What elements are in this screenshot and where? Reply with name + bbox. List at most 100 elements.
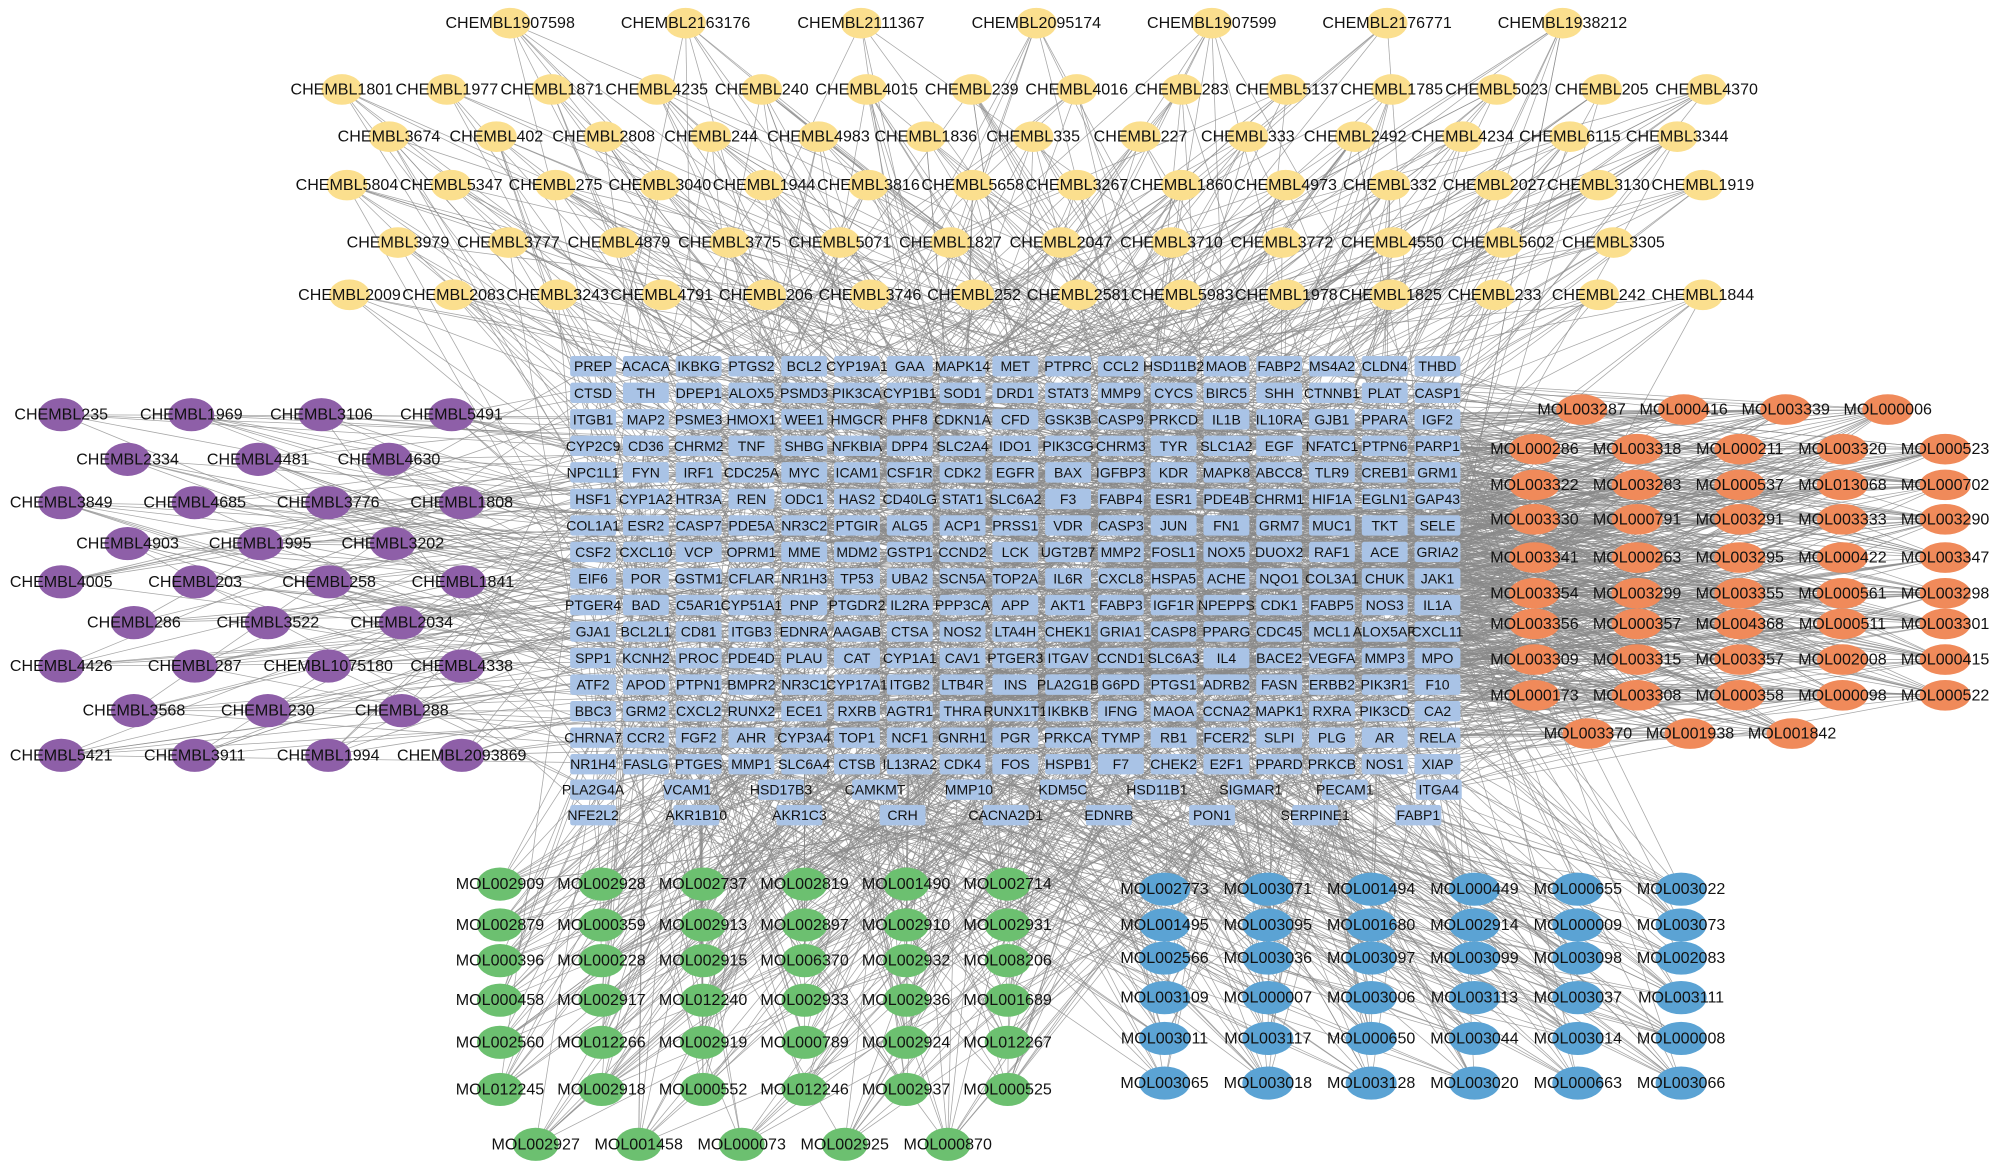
compound-node	[798, 121, 839, 152]
compound-label: MOL000009	[1534, 916, 1622, 934]
target-node	[886, 488, 933, 510]
target-label: BAX	[1054, 464, 1083, 480]
compound-node	[578, 1025, 625, 1059]
compound-label: CHEMBL5421	[10, 746, 113, 764]
edge	[592, 551, 1372, 1084]
compound-label: MOL002714	[963, 875, 1051, 893]
target-label: SLC6A2	[989, 491, 1041, 507]
compound-label: MOL003044	[1430, 1029, 1518, 1047]
target-label: IL1B	[1212, 411, 1241, 427]
target-node	[570, 568, 617, 589]
target-label: MMP9	[1101, 385, 1142, 401]
target-label: SLPI	[1264, 730, 1294, 746]
compound-label: MOL000211	[1696, 440, 1783, 458]
compound-node	[639, 169, 681, 201]
compound-label: MOL000008	[1637, 1029, 1725, 1047]
compound-node	[369, 526, 416, 561]
target-label: EDNRA	[780, 624, 830, 640]
target-label: TH	[637, 385, 656, 401]
compound-node	[438, 649, 485, 683]
compound-node	[1139, 872, 1191, 906]
target-label: UBA2	[891, 570, 928, 586]
target-node	[939, 727, 986, 748]
compound-node	[1542, 7, 1583, 39]
compound-node	[1552, 872, 1604, 906]
compound-node	[1369, 169, 1411, 201]
compound-label: CHEMBL5023	[1445, 80, 1548, 98]
edge	[803, 365, 1372, 926]
target-node	[622, 488, 669, 510]
compound-node	[512, 1127, 559, 1161]
target-label: FYN	[632, 464, 660, 480]
compound-node	[1345, 941, 1397, 975]
target-node	[886, 594, 933, 616]
target-node	[1361, 435, 1408, 457]
target-node	[1308, 754, 1355, 775]
compound-node	[477, 1025, 523, 1059]
compound-label: MOL000511	[1799, 615, 1886, 633]
compound-node	[1593, 227, 1634, 258]
compound-label: CHEMBL287	[148, 657, 242, 675]
target-label: RUNX2	[728, 703, 776, 719]
target-label: PECAM1	[1316, 782, 1374, 798]
target-label: HTR3A	[676, 491, 723, 507]
compound-node	[905, 121, 947, 152]
target-node	[1308, 727, 1355, 748]
edge	[804, 445, 1122, 1001]
compound-label: CHEMBL4481	[207, 450, 310, 468]
edge	[909, 294, 1391, 500]
target-node	[728, 700, 775, 722]
target-node	[1414, 435, 1461, 457]
target-label: NPEPPS	[1198, 597, 1255, 613]
target-node	[1414, 541, 1461, 563]
compound-node	[1919, 644, 1971, 675]
compound-node	[1476, 74, 1518, 105]
target-label: CCNA2	[1203, 703, 1251, 719]
edge	[698, 242, 1504, 420]
compound-node	[1578, 169, 1619, 201]
target-node	[570, 409, 617, 430]
compound-label: CHEMBL1994	[277, 746, 380, 764]
edge	[328, 581, 594, 816]
compound-node	[636, 74, 678, 105]
target-node	[1150, 435, 1197, 457]
target-node	[834, 594, 880, 616]
compound-label: MOL012240	[659, 991, 747, 1009]
target-node	[1414, 568, 1461, 589]
target-node	[728, 462, 775, 483]
target-node	[1097, 674, 1144, 695]
target-node	[728, 621, 775, 642]
compound-label: MOL002008	[1798, 651, 1886, 669]
compound-label: CHEMBL335	[986, 128, 1080, 146]
compound-node	[848, 169, 889, 201]
compound-label: CHEMBL2492	[1304, 128, 1407, 146]
target-node	[1361, 621, 1408, 642]
compound-node	[1191, 7, 1233, 39]
target-node	[1308, 435, 1355, 457]
target-label: SPP1	[575, 650, 611, 666]
target-node	[1150, 462, 1197, 483]
compound-node	[1266, 74, 1308, 105]
target-node	[728, 488, 775, 510]
compound-label: MOL003295	[1696, 549, 1784, 567]
target-label: CDKN1A	[934, 411, 992, 427]
target-label: PNP	[790, 597, 819, 613]
compound-node	[1552, 941, 1604, 975]
target-label: PLAT	[1368, 385, 1402, 401]
compound-node	[1655, 1021, 1707, 1056]
target-node	[1150, 409, 1197, 430]
target-node	[570, 515, 617, 536]
compound-node	[680, 867, 727, 901]
target-label: PTGER4	[565, 597, 621, 613]
compound-node	[1120, 121, 1161, 152]
target-label: LTA4H	[995, 624, 1037, 640]
target-label: ACACA	[622, 358, 671, 374]
compound-label: MOL002936	[862, 991, 950, 1009]
compound-label: CHEMBL240	[715, 80, 809, 98]
target-node	[728, 674, 775, 695]
compound-label: CHEMBL3202	[342, 535, 445, 553]
compound-label: MOL000263	[1593, 549, 1681, 567]
compound-label: MOL003073	[1637, 916, 1725, 934]
compound-node	[883, 983, 930, 1017]
target-node	[781, 754, 828, 775]
